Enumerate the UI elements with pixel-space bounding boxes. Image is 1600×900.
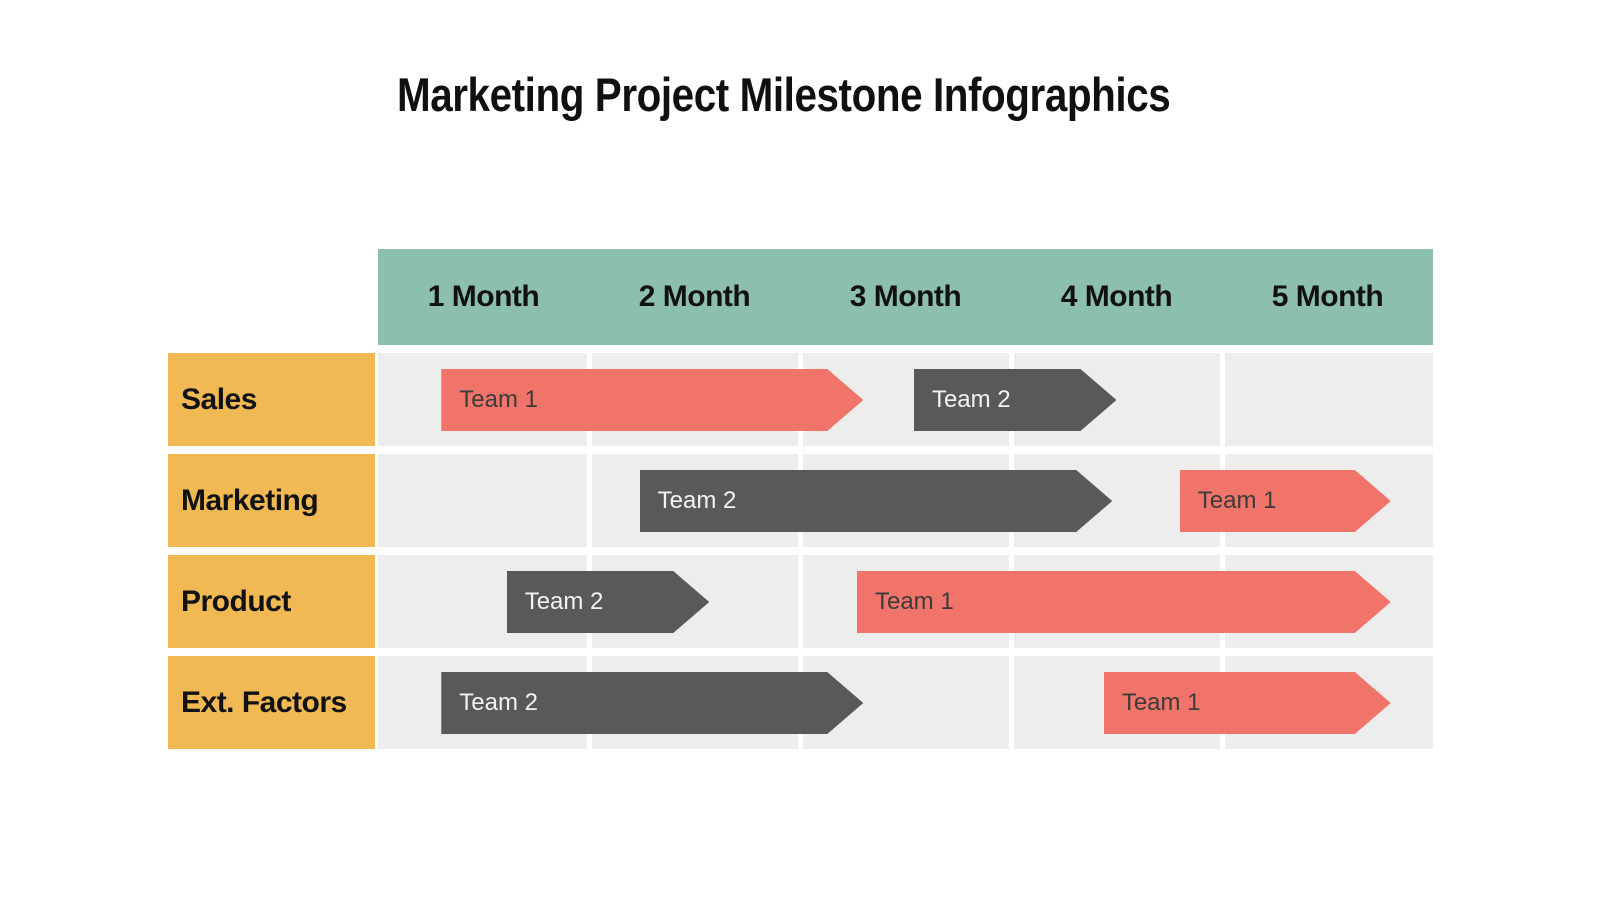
column-gridline bbox=[1008, 656, 1014, 749]
gantt-bar-label: Team 1 bbox=[874, 588, 954, 615]
gantt-bar-team-2: Team 2 bbox=[507, 571, 710, 633]
column-gridline bbox=[586, 454, 592, 547]
gantt-bar-label: Team 2 bbox=[931, 386, 1011, 413]
gantt-bar-team-1: Team 1 bbox=[1104, 672, 1391, 734]
column-header-2-month: 2 Month bbox=[638, 280, 751, 313]
column-header-3-month: 3 Month bbox=[849, 280, 962, 313]
row-label-ext-factors: Ext. Factors bbox=[168, 656, 375, 749]
column-gridline bbox=[1219, 353, 1225, 446]
gantt-bar-team-2: Team 2 bbox=[914, 369, 1117, 431]
gantt-bar-team-2: Team 2 bbox=[640, 470, 1113, 532]
title-container: Marketing Project Milestone Infographics bbox=[0, 68, 1568, 122]
row-label-sales: Sales bbox=[168, 353, 375, 446]
gantt-bar-label: Team 2 bbox=[524, 588, 604, 615]
gantt-bar-label: Team 1 bbox=[459, 386, 538, 413]
gantt-bar-label: Team 1 bbox=[1121, 689, 1201, 716]
row-label-marketing: Marketing bbox=[168, 454, 375, 547]
gantt-bar-label: Team 2 bbox=[459, 689, 538, 716]
gantt-bar-label: Team 2 bbox=[657, 487, 737, 514]
gantt-bar-label: Team 1 bbox=[1197, 487, 1277, 514]
column-gridline bbox=[797, 555, 803, 648]
gantt-bar-team-2: Team 2 bbox=[441, 672, 863, 734]
gantt-bar-team-1: Team 1 bbox=[857, 571, 1391, 633]
gantt-bar-team-1: Team 1 bbox=[441, 369, 863, 431]
column-header-5-month: 5 Month bbox=[1271, 280, 1384, 313]
row-label-product: Product bbox=[168, 555, 375, 648]
column-header-4-month: 4 Month bbox=[1060, 280, 1173, 313]
page-title: Marketing Project Milestone Infographics bbox=[397, 68, 1171, 121]
column-header-1-month: 1 Month bbox=[427, 280, 540, 313]
month-header-row: 1 Month 2 Month 3 Month 4 Month 5 Month bbox=[378, 249, 1433, 345]
gantt-bar-team-1: Team 1 bbox=[1180, 470, 1391, 532]
